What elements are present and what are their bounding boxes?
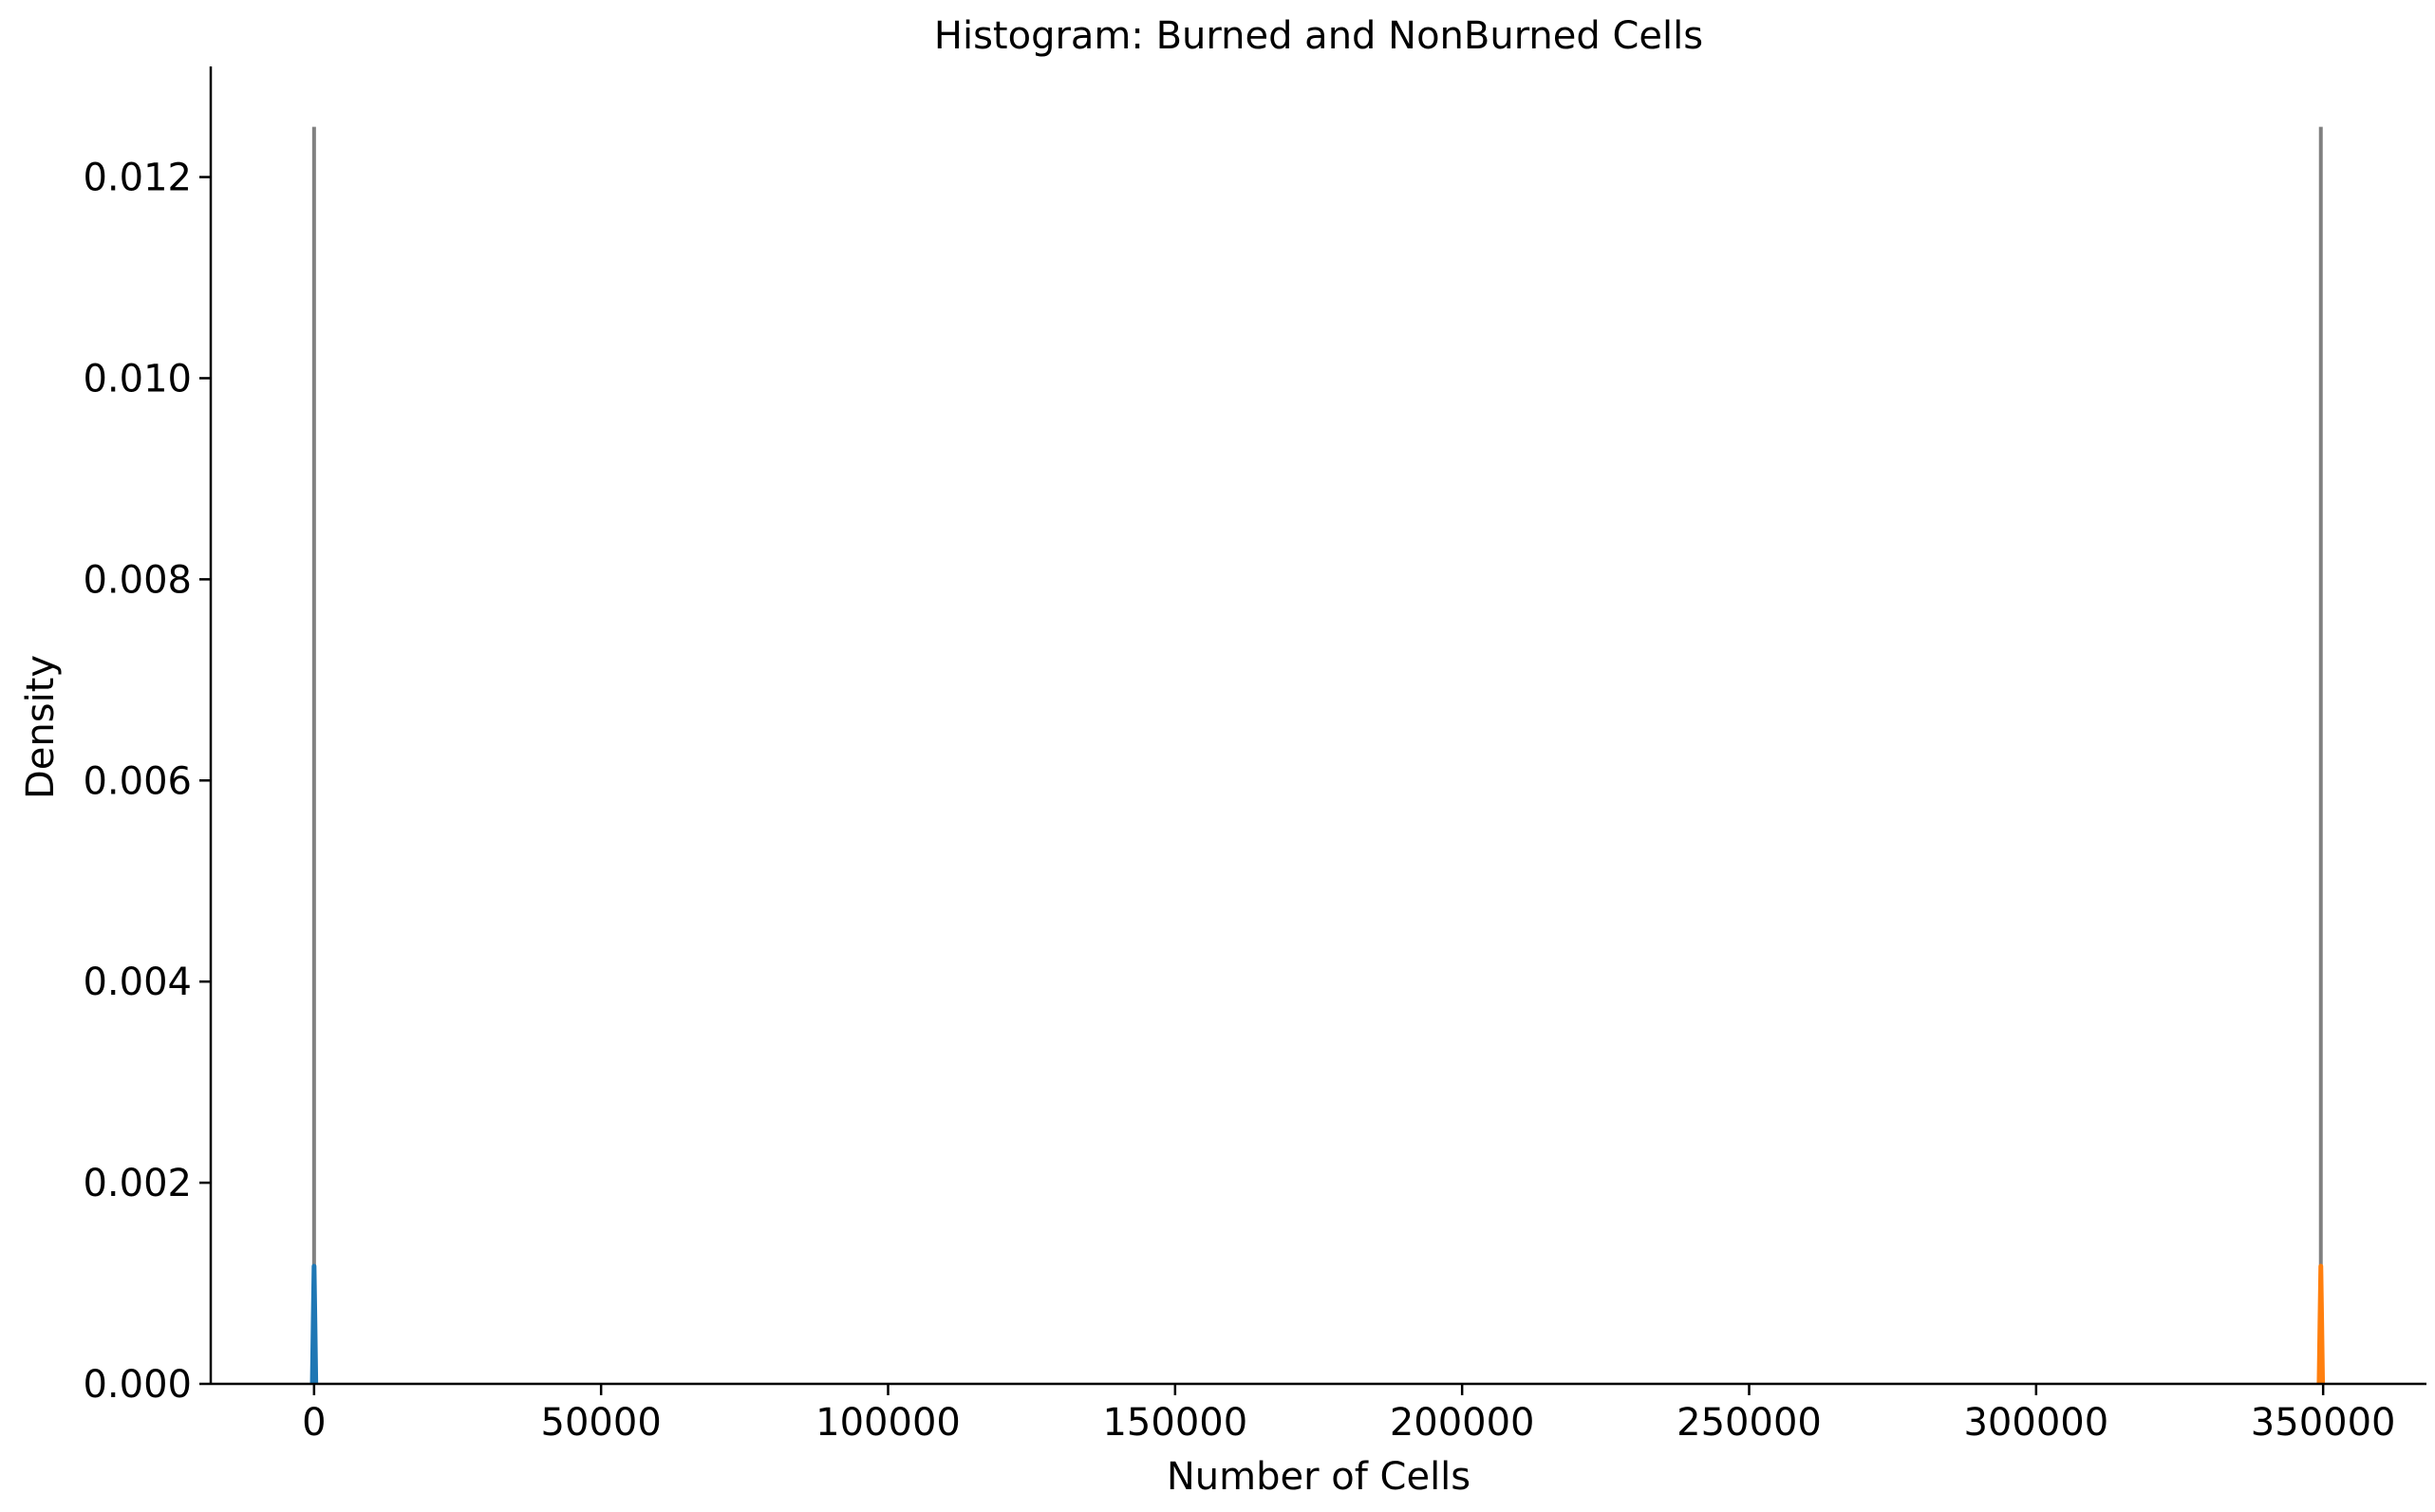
x-tick-label: 200000 xyxy=(1390,1401,1535,1445)
x-tick-label: 350000 xyxy=(2251,1401,2396,1445)
y-tick-label: 0.010 xyxy=(83,357,192,401)
y-tick-label: 0.008 xyxy=(83,558,192,602)
x-tick-label: 50000 xyxy=(541,1401,662,1445)
density-curve-2 xyxy=(2316,1263,2326,1385)
x-axis-label: Number of Cells xyxy=(1167,1455,1470,1499)
y-tick-label: 0.004 xyxy=(83,961,192,1004)
chart-title: Histogram: Burned and NonBurned Cells xyxy=(934,14,1703,58)
plot-area xyxy=(309,126,2326,1385)
x-tick-label: 250000 xyxy=(1676,1401,1822,1445)
y-tick-label: 0.006 xyxy=(83,759,192,803)
x-tick-label: 150000 xyxy=(1102,1401,1247,1445)
x-tick-label: 0 xyxy=(302,1401,326,1445)
y-axis-ticks: 0.000 0.002 0.004 0.006 0.008 0.010 0.012 xyxy=(83,157,211,1407)
y-tick-label: 0.002 xyxy=(83,1162,192,1205)
density-curve-1 xyxy=(309,1263,319,1385)
y-tick-label: 0.012 xyxy=(83,157,192,200)
x-axis-ticks: 0 50000 100000 150000 200000 250000 300000 3500… xyxy=(302,1384,2396,1445)
y-axis-label: Density xyxy=(19,655,63,799)
x-tick-label: 100000 xyxy=(815,1401,961,1445)
y-tick-label: 0.000 xyxy=(83,1363,192,1407)
x-tick-label: 300000 xyxy=(1963,1401,2108,1445)
